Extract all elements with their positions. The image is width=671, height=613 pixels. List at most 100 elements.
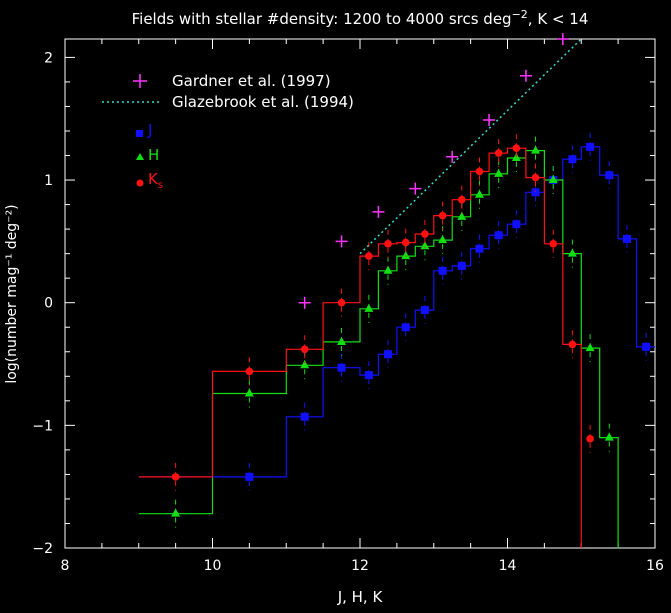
point-h — [364, 303, 374, 312]
point-ks — [512, 144, 521, 152]
x-tick-labels: 8 10 12 14 16 — [61, 558, 664, 574]
legend-ks: Ks — [136, 170, 163, 191]
legend-h: H — [136, 146, 159, 164]
legend-j-marker — [136, 130, 143, 137]
y-tick-label: −2 — [32, 541, 53, 557]
legend-glazebrook: Glazebrook et al. (1994) — [102, 93, 354, 111]
legend-gardner: Gardner et al. (1997) — [133, 72, 331, 90]
point-h — [383, 265, 393, 274]
point-j — [401, 323, 410, 332]
point-j — [420, 306, 429, 315]
point-j — [384, 350, 393, 359]
point-j — [438, 266, 447, 275]
point-ks — [171, 473, 180, 481]
point-j — [494, 231, 503, 240]
gardner-point — [446, 150, 459, 163]
point-j — [245, 472, 254, 481]
point-ks — [245, 367, 254, 376]
point-h — [420, 241, 430, 250]
y-tick-label: 0 — [44, 296, 53, 312]
point-h — [474, 189, 484, 198]
point-h — [494, 168, 504, 177]
gardner-point — [335, 235, 348, 248]
y-axis-label: log(number mag⁻¹ deg⁻²) — [4, 204, 20, 383]
point-ks — [438, 211, 447, 220]
x-tick-label: 14 — [499, 558, 517, 574]
point-h — [438, 235, 448, 244]
gardner-point — [556, 33, 569, 45]
point-ks — [365, 252, 373, 260]
x-tick-label: 10 — [204, 558, 222, 574]
point-ks — [300, 345, 309, 354]
point-h — [457, 211, 467, 220]
step-line-ks — [138, 147, 582, 548]
x-tick-label: 8 — [61, 558, 70, 574]
point-ks — [401, 238, 410, 247]
point-h — [567, 248, 577, 257]
y-tick-label: −1 — [32, 418, 53, 434]
point-j — [586, 142, 595, 151]
gardner-point — [409, 182, 422, 195]
title-exponent: −2 — [512, 8, 528, 21]
glazebrook-model-line — [359, 38, 582, 255]
legend-j-label: J — [147, 121, 152, 139]
gardner-point — [519, 69, 532, 82]
point-h — [244, 388, 254, 397]
legend-ks-sub: s — [158, 180, 163, 191]
legend-h-marker — [136, 153, 144, 160]
y-tick-labels: −2 −1 0 1 2 — [32, 50, 53, 557]
point-ks — [421, 230, 429, 238]
series-layer — [138, 33, 655, 548]
point-h — [604, 432, 614, 441]
gardner-point — [298, 296, 311, 309]
title-main: Fields with stellar #density: 1200 to 40… — [132, 10, 512, 28]
point-ks — [475, 167, 484, 176]
legend-ks-marker — [136, 179, 144, 187]
point-j — [337, 363, 346, 372]
gardner-point — [483, 113, 496, 126]
y-tick-label: 2 — [44, 50, 53, 66]
point-ks — [531, 173, 540, 182]
point-ks — [568, 340, 577, 349]
point-j — [622, 234, 631, 243]
point-ks — [457, 195, 466, 204]
point-h — [401, 251, 411, 260]
chart-title: Fields with stellar #density: 1200 to 40… — [132, 8, 589, 28]
point-j — [457, 261, 466, 270]
x-tick-label: 16 — [646, 558, 664, 574]
point-h — [548, 175, 558, 184]
legend-glazebrook-label: Glazebrook et al. (1994) — [172, 93, 354, 111]
point-ks — [549, 240, 558, 248]
gardner-point — [372, 205, 385, 218]
point-j — [300, 412, 309, 421]
title-tail: , K < 14 — [528, 10, 589, 28]
x-axis-label: J, H, K — [337, 588, 384, 606]
legend-ks-label: Ks — [148, 170, 163, 191]
y-tick-label: 1 — [44, 173, 53, 189]
point-h — [337, 336, 347, 345]
legend-gardner-label: Gardner et al. (1997) — [172, 72, 331, 90]
legend-gardner-marker — [133, 74, 147, 88]
point-j — [605, 171, 614, 180]
point-h — [585, 343, 595, 352]
point-ks — [384, 240, 392, 248]
point-h — [531, 145, 541, 154]
legend: Gardner et al. (1997) Glazebrook et al. … — [102, 72, 354, 191]
point-ks — [494, 149, 503, 157]
legend-j: J — [136, 121, 152, 139]
axis-ticks — [64, 39, 656, 549]
point-h — [300, 360, 310, 369]
point-h — [171, 508, 181, 517]
legend-ks-main: K — [148, 170, 159, 188]
point-j — [475, 244, 484, 253]
x-tick-label: 12 — [351, 558, 369, 574]
point-j — [568, 155, 577, 164]
point-ks — [586, 435, 594, 443]
point-j — [642, 342, 651, 351]
point-j — [364, 371, 373, 380]
step-line-j — [138, 146, 655, 478]
point-j — [512, 220, 521, 229]
legend-h-label: H — [148, 146, 159, 164]
point-ks — [337, 298, 346, 307]
